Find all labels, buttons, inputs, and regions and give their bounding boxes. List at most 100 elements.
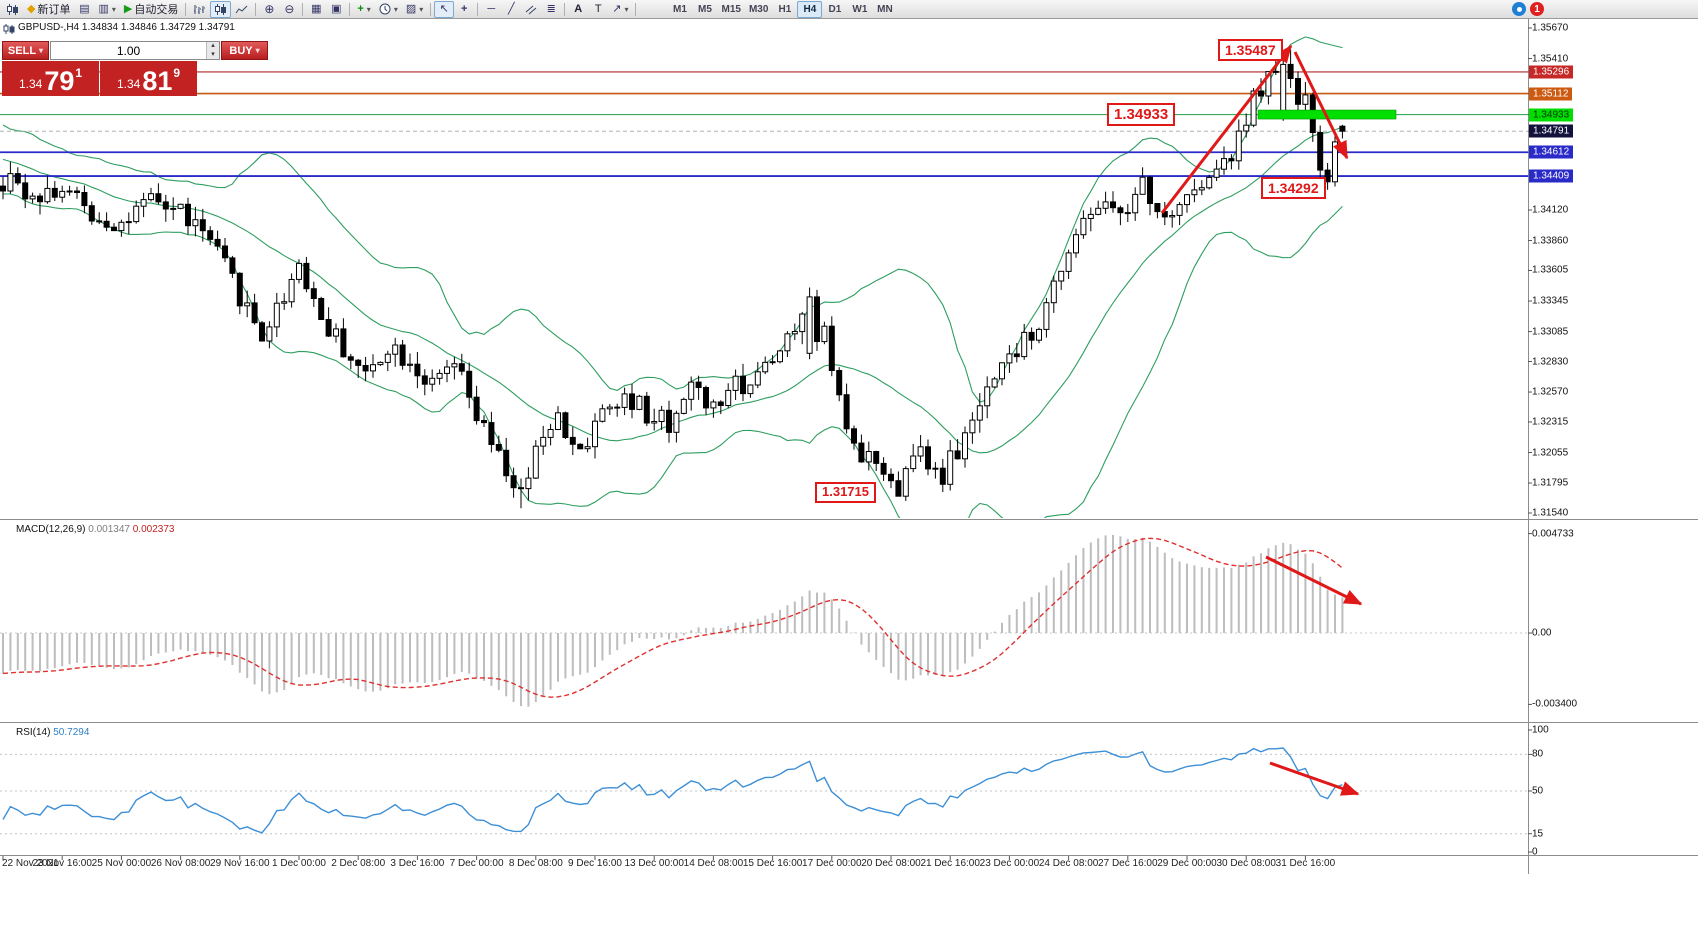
label-tool-icon: T [594, 3, 602, 15]
timeframe-button-d1[interactable]: D1 [822, 1, 847, 18]
community-icon[interactable] [1512, 2, 1526, 16]
timeframe-button-m1[interactable]: M1 [667, 1, 692, 18]
macd-axis-label: 0.004733 [1532, 528, 1574, 540]
text-tool-button[interactable]: A [568, 1, 588, 18]
lot-size-input[interactable] [51, 42, 206, 59]
rsi-axis-label: 50 [1532, 785, 1544, 797]
price-axis-label: 1.35670 [1532, 22, 1569, 34]
bar-chart-mode-button[interactable] [189, 1, 210, 18]
candlestick-glyph [7, 3, 18, 15]
label-tool-button[interactable]: T [588, 1, 608, 18]
crosshair-button[interactable]: + [454, 1, 474, 18]
bid-big-digits: 79 [44, 66, 75, 96]
macd-histogram-value: 0.001347 [88, 524, 130, 535]
periods-button[interactable]: ▾ [375, 1, 402, 18]
price-axis-tag: 1.34612 [1529, 145, 1574, 159]
fibonacci-button[interactable]: ≣ [541, 1, 561, 18]
horizontal-lines [0, 71, 1528, 177]
horizontal-line-icon: ─ [487, 2, 496, 15]
shapes-button[interactable]: ↗ ▾ [608, 1, 632, 18]
lot-increase-button[interactable]: ▴ [207, 42, 219, 51]
price-annotation[interactable]: 1.34933 [1107, 103, 1176, 127]
timeframe-button-h1[interactable]: H1 [772, 1, 797, 18]
templates-button[interactable]: ▨ ▾ [402, 1, 427, 18]
chevron-down-icon: ▾ [255, 46, 260, 55]
price-axis-label: 1.31540 [1532, 507, 1569, 519]
line-chart-mode-button[interactable] [231, 1, 252, 18]
lot-decrease-button[interactable]: ▾ [207, 50, 219, 59]
chevron-down-icon: ▾ [366, 4, 371, 14]
channel-button[interactable] [521, 1, 541, 18]
sell-button[interactable]: SELL ▾ [2, 41, 49, 60]
price-annotation[interactable]: 1.35487 [1218, 39, 1283, 62]
trendline-button[interactable]: ╱ [501, 1, 521, 18]
rsi-axis-label: 100 [1532, 724, 1549, 736]
price-axis-label: 1.33605 [1532, 264, 1569, 276]
timeframe-button-m15[interactable]: M15 [717, 1, 744, 18]
candlestick-mode-button[interactable] [210, 0, 232, 18]
price-axis-label: 1.34120 [1532, 204, 1569, 216]
autotrade-button[interactable]: ▶ 自动交易 [120, 1, 182, 18]
time-axis-label: 2 Dec 08:00 [331, 858, 386, 869]
notification-badge[interactable]: 1 [1530, 2, 1544, 16]
time-axis-label: 31 Dec 16:00 [1275, 858, 1336, 869]
toolbar: ◆ 新订单 ▤ ▥ ▾ ▶ 自动交易 ⊕ ⊖ ▦ ▣ + ▾ ▾ ▨ ▾ ↖ + ─ … [0, 0, 1698, 19]
timeframe-button-mn[interactable]: MN [872, 1, 897, 18]
auto-arrange-icon: ▣ [331, 2, 342, 15]
crosshair-icon: + [461, 2, 468, 15]
time-axis-label: 15 Dec 16:00 [742, 858, 803, 869]
ask-pip-digit: 9 [173, 66, 181, 80]
time-axis-label: 27 Dec 16:00 [1098, 858, 1158, 869]
charts-window-button[interactable]: ▤ [74, 1, 94, 18]
buy-button[interactable]: BUY ▾ [221, 41, 268, 60]
price-axis-tag: 1.34409 [1529, 169, 1574, 183]
timeframe-toolbar: M1 M5 M15 M30 H1 H4 D1 W1 MN [667, 0, 897, 18]
timeframe-button-w1[interactable]: W1 [847, 1, 872, 18]
zoom-in-icon: ⊕ [264, 2, 275, 16]
cursor-button[interactable]: ↖ [434, 0, 455, 18]
toolbar-right-group: 1 [1512, 2, 1544, 16]
toolbar-separator [635, 2, 637, 16]
buy-label: BUY [229, 44, 253, 57]
timeframe-button-m30[interactable]: M30 [745, 1, 772, 18]
time-axis-label: 23 Dec 00:00 [979, 858, 1040, 869]
tile-windows-button[interactable]: ▦ [306, 1, 326, 18]
macd-panel-label: MACD(12,26,9) 0.001347 0.002373 [16, 524, 174, 535]
add-indicator-icon: + [357, 2, 364, 15]
macd-signal-value: 0.002373 [132, 524, 175, 535]
price-axis-label: 1.32570 [1532, 386, 1569, 398]
auto-arrange-button[interactable]: ▣ [326, 1, 346, 18]
price-axis-tag: 1.34933 [1529, 108, 1574, 122]
timeframe-button-h4[interactable]: H4 [797, 0, 823, 18]
time-axis-label: 29 Dec 00:00 [1157, 858, 1217, 869]
bid-pip-digit: 1 [75, 66, 83, 80]
ask-price-display[interactable]: 1.34 81 9 [100, 61, 197, 96]
time-axis-label: 9 Dec 16:00 [568, 858, 622, 869]
time-axis-label: 20 Dec 08:00 [861, 858, 921, 869]
profiles-button[interactable]: ▥ ▾ [94, 1, 119, 18]
zoom-in-button[interactable]: ⊕ [259, 1, 279, 18]
new-order-button[interactable]: ◆ 新订单 [23, 1, 74, 18]
price-annotation[interactable]: 1.34292 [1261, 177, 1326, 200]
chart-mini-icon [2, 1, 23, 18]
indicators-button[interactable]: + ▾ [353, 1, 374, 18]
new-order-label: 新订单 [37, 4, 71, 16]
one-click-trading-panel: SELL▾ ▴ ▾ BUY▾ 1.34 79 1 1.34 81 9 [2, 41, 268, 96]
bid-price-display[interactable]: 1.34 79 1 [2, 61, 99, 96]
price-axis-label: 1.31795 [1532, 477, 1569, 489]
horizontal-line-button[interactable]: ─ [481, 1, 501, 18]
trend-arrows [1160, 44, 1363, 796]
zoom-out-button[interactable]: ⊖ [279, 1, 299, 18]
rsi-panel-label: RSI(14) 50.7294 [16, 727, 89, 738]
timeframe-button-m5[interactable]: M5 [692, 1, 717, 18]
profiles-icon: ▥ [98, 2, 109, 15]
trendline-icon: ╱ [507, 2, 515, 15]
rsi-value: 50.7294 [53, 727, 90, 738]
toolbar-separator [185, 2, 187, 16]
price-annotation[interactable]: 1.31715 [815, 482, 876, 503]
time-axis-label: 1 Dec 00:00 [272, 858, 326, 869]
autotrade-label: 自动交易 [134, 4, 179, 16]
time-axis-label: 3 Dec 16:00 [390, 858, 445, 869]
